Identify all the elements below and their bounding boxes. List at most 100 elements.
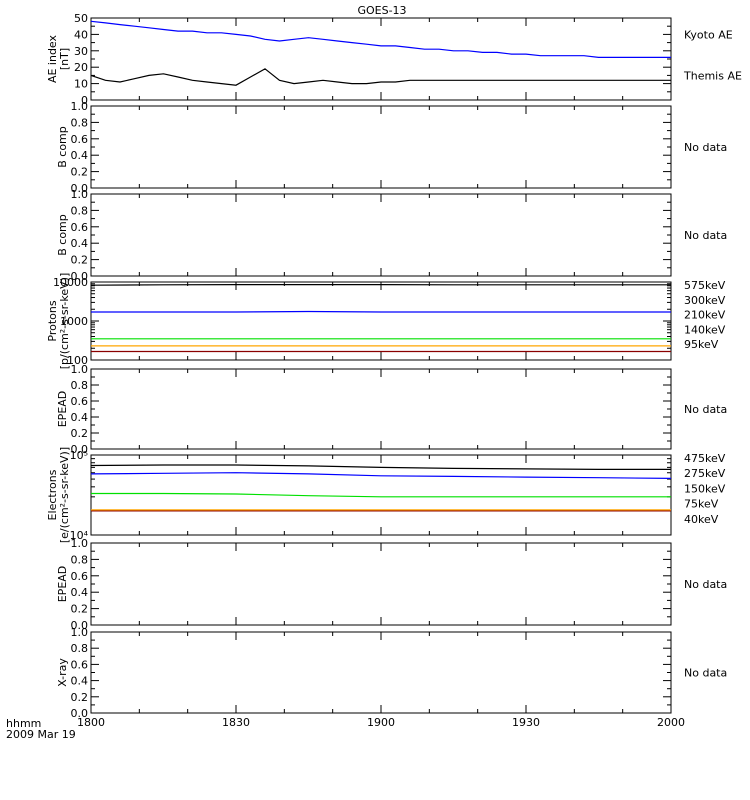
y-tick-label: 10⁵ [70, 449, 88, 462]
y-tick-label: 0.2 [71, 427, 89, 440]
y-tick-label: 1.0 [71, 188, 89, 201]
panel-frame [90, 281, 672, 361]
panel-frame [90, 193, 672, 277]
y-tick-label: 1.0 [71, 537, 89, 550]
y-tick-label: 1.0 [71, 363, 89, 376]
y-tick-label: 0 [81, 94, 88, 107]
y-axis-label: [e/(cm²-s-sr-keV)] [58, 447, 71, 543]
legend-entry: 140keV [684, 323, 726, 336]
y-tick-label: 0.8 [71, 553, 89, 566]
y-tick-label: 0.4 [71, 411, 89, 424]
y-axis-label: AE index [46, 34, 59, 83]
y-tick-label: 0.8 [71, 379, 89, 392]
legend-entry: 40keV [684, 513, 719, 526]
panel-frame [90, 105, 672, 189]
y-tick-label: 0.2 [71, 166, 89, 179]
panel-frame [90, 542, 672, 626]
x-tick-label: 1830 [222, 716, 250, 729]
y-tick-label: 100 [67, 354, 88, 367]
legend-entry: 475keV [684, 452, 726, 465]
y-tick-label: 40 [74, 28, 88, 41]
y-tick-label: 0.4 [71, 149, 89, 162]
y-tick-label: 1000 [60, 315, 88, 328]
y-axis-label: EPEAD [56, 566, 69, 603]
panel-frame [90, 631, 672, 714]
y-axis-label: B comp [56, 126, 69, 168]
legend-entry: 210keV [684, 309, 726, 322]
y-axis-label: B comp [56, 214, 69, 256]
series-line-40kev [90, 464, 671, 470]
legend-entry: 575keV [684, 279, 726, 292]
y-tick-label: 0.0 [71, 182, 89, 195]
y-tick-label: 50 [74, 12, 88, 25]
y-tick-label: 0.0 [71, 707, 89, 720]
panel-frame [90, 17, 672, 101]
y-tick-label: 0.8 [71, 204, 89, 217]
x-tick-label: 1930 [512, 716, 540, 729]
panel-3: 0.0 0.2 0.4 0.6 0.8 1.0B comp No data [56, 188, 727, 283]
series-line-75kev [90, 472, 672, 479]
y-tick-label: 0.4 [71, 237, 89, 250]
y-tick-label: 0.2 [71, 254, 89, 267]
series-line-themis-ae [90, 68, 671, 86]
y-tick-label: 1.0 [71, 100, 89, 113]
x-tick-label: 1900 [367, 716, 395, 729]
panel-frame [90, 368, 672, 450]
legend-entry: 300keV [684, 294, 726, 307]
y-tick-label: 0.0 [71, 619, 89, 632]
no-data-label: No data [684, 229, 727, 242]
y-tick-label: 0.6 [71, 658, 89, 671]
no-data-label: No data [684, 578, 727, 591]
y-tick-label: 0.8 [71, 116, 89, 129]
y-tick-label: 1.0 [71, 626, 89, 639]
y-tick-label: 0.6 [71, 395, 89, 408]
series-line-140kev [91, 310, 671, 313]
y-tick-label: 0.6 [71, 570, 89, 583]
panel-8: 0.0 0.2 0.4 0.6 0.8 1.0 X-ray No data [56, 626, 727, 720]
series-line-kyoto-ae [90, 20, 671, 59]
y-axis-label: Protons [46, 300, 59, 341]
series-line-95kev [90, 284, 671, 286]
plot-title: GOES-13 [357, 4, 406, 17]
y-tick-label: 0.0 [71, 270, 89, 283]
y-axis-label: [nT] [58, 48, 71, 70]
y-axis-label: X-ray [56, 658, 69, 687]
legend-entry: Themis AE [683, 70, 742, 83]
x-tick-label: 2000 [657, 716, 685, 729]
y-tick-label: 0.6 [71, 221, 89, 234]
no-data-label: No data [684, 403, 727, 416]
panel-1: 0 10 20 30 40 50 AE index [nT] Kyoto AE Themis AE [46, 12, 742, 107]
panels: 0 10 20 30 40 50 AE index [nT] Kyoto AE Themis AE… [46, 12, 742, 729]
legend-entry: 95keV [684, 338, 719, 351]
y-tick-label: 10000 [53, 276, 88, 289]
legend-entry: 275keV [684, 467, 726, 480]
y-tick-label: 10 [74, 78, 88, 91]
legend-entry: 150keV [684, 482, 726, 495]
y-tick-label: 0.0 [71, 443, 89, 456]
panel-4: 100 1000 10000 Protons [p/(cm²-s-sr-keV)] 575… [46, 273, 726, 370]
no-data-label: No data [684, 667, 727, 680]
date-label: 2009 Mar 19 [6, 728, 76, 741]
series-line-150kev [91, 492, 671, 498]
panel-7: 0.0 0.2 0.4 0.6 0.8 1.0 EPEAD No data [56, 537, 727, 632]
time-unit-label: hhmm [6, 717, 41, 730]
y-tick-label: 0.2 [71, 691, 89, 704]
y-axis-label: [p/(cm²-s-sr-keV)] [58, 273, 71, 370]
y-tick-label: 20 [74, 61, 88, 74]
no-data-label: No data [684, 141, 727, 154]
legend-entry: 75keV [684, 498, 719, 511]
x-tick-label: 1800 [77, 716, 105, 729]
legend-entry: Kyoto AE [684, 29, 733, 42]
y-tick-label: 0.2 [71, 603, 89, 616]
y-axis-label: EPEAD [56, 391, 69, 428]
panel-6: 10⁴ 10⁵ Electrons [e/(cm²-s-sr-keV)] 475keV 2… [46, 447, 726, 543]
y-tick-label: 0.4 [71, 586, 89, 599]
y-tick-label: 0.8 [71, 642, 89, 655]
y-axis-label: Electrons [46, 469, 59, 520]
panel-2: 0.0 0.2 0.4 0.6 0.8 1.0B comp No data [56, 100, 727, 195]
y-tick-label: 10⁴ [70, 529, 89, 542]
y-tick-label: 0.6 [71, 133, 89, 146]
y-tick-label: 30 [74, 45, 88, 58]
panel-5: 0.0 0.2 0.4 0.6 0.8 1.0 EPEAD No data [56, 363, 727, 456]
